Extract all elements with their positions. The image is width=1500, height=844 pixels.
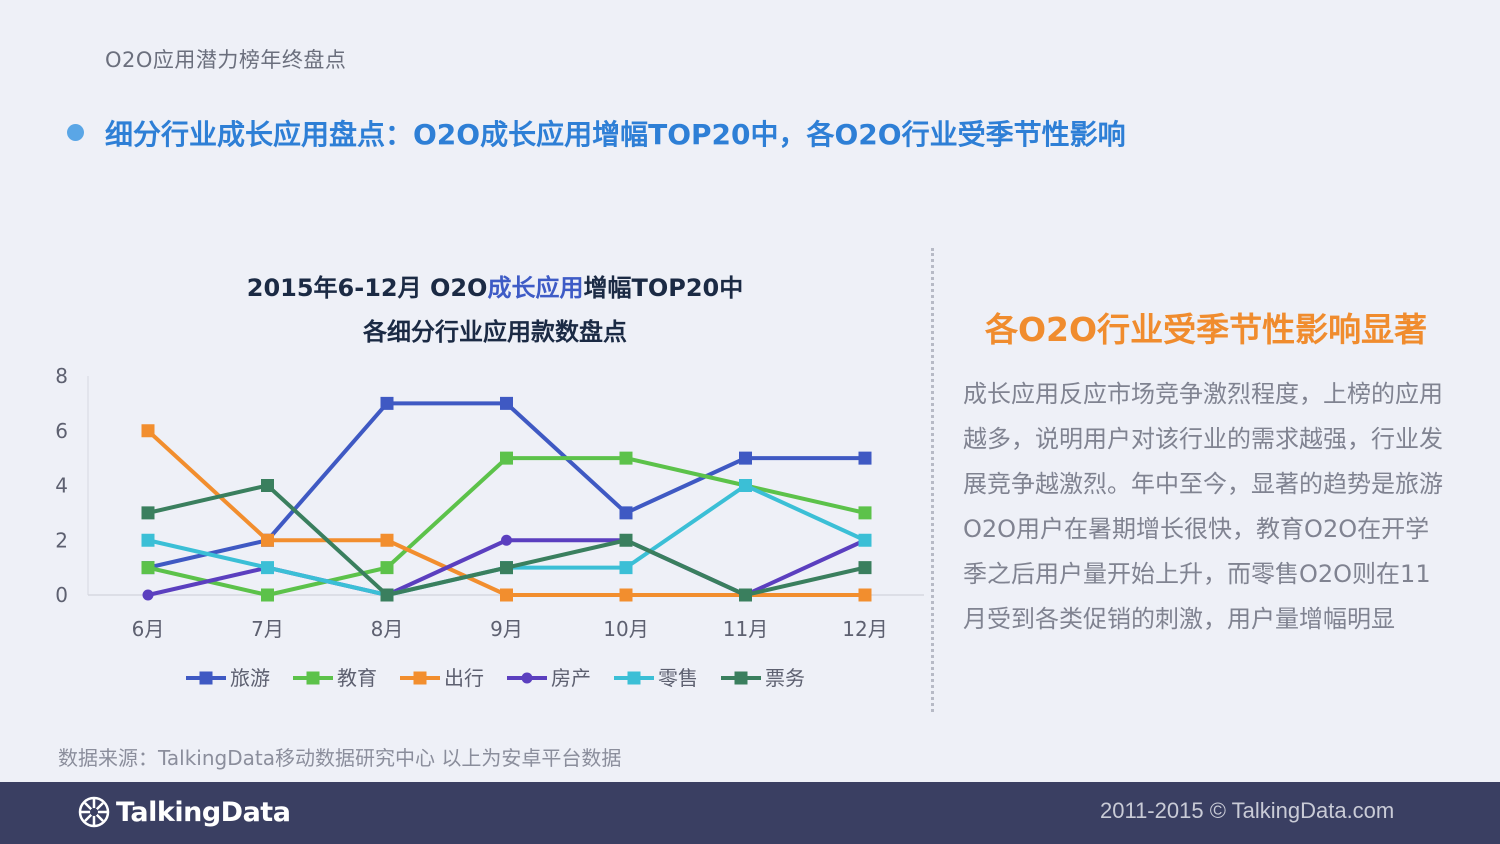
- logo-icon: [78, 796, 110, 828]
- legend-marker: [306, 671, 320, 685]
- data-point: [500, 451, 513, 465]
- legend-marker: [199, 671, 213, 685]
- data-point: [500, 588, 513, 602]
- chart-title-highlight: 成长应用: [487, 274, 584, 302]
- x-tick-label: 12月: [842, 617, 887, 641]
- data-point: [380, 588, 394, 602]
- data-point: [380, 561, 394, 575]
- data-point: [858, 561, 872, 575]
- data-point: [261, 561, 274, 575]
- side-title: 各O2O行业受季节性影响显著: [985, 310, 1428, 349]
- data-point: [261, 533, 274, 547]
- data-point: [858, 506, 872, 520]
- legend-marker: [413, 671, 427, 685]
- y-tick-label: 4: [55, 474, 68, 498]
- page-section-header: O2O应用潜力榜年终盘点: [105, 48, 347, 72]
- legend-marker: [521, 672, 533, 684]
- data-source-note: 数据来源：TalkingData移动数据研究中心 以上为安卓平台数据: [58, 746, 622, 770]
- data-point: [500, 396, 513, 410]
- data-point: [739, 451, 752, 465]
- legend-label: 零售: [658, 666, 698, 690]
- data-point: [739, 588, 752, 602]
- legend-label: 教育: [337, 666, 377, 690]
- copyright-text: 2011-2015 © TalkingData.com: [1100, 798, 1395, 823]
- legend-label: 出行: [444, 666, 484, 690]
- series-line: [147, 456, 866, 597]
- chart-title-line1: 2015年6-12月 O2O成长应用增幅TOP20中: [200, 268, 790, 303]
- legend-label: 房产: [551, 666, 591, 690]
- data-point: [261, 588, 274, 602]
- data-point: [858, 451, 872, 465]
- data-point: [501, 534, 512, 546]
- data-point: [619, 588, 633, 602]
- data-point: [619, 561, 633, 575]
- legend-label: 票务: [765, 666, 805, 690]
- page-title: 细分行业成长应用盘点：O2O成长应用增幅TOP20中，各O2O行业受季节性影响: [105, 118, 1126, 151]
- x-tick-label: 9月: [490, 617, 523, 641]
- chart-title-suffix: 增幅TOP20中: [583, 274, 744, 302]
- data-point: [619, 506, 633, 520]
- data-point: [141, 561, 155, 575]
- data-point: [619, 533, 633, 547]
- y-tick-label: 8: [55, 364, 68, 388]
- data-point: [142, 589, 154, 601]
- data-point: [380, 533, 394, 547]
- data-point: [619, 451, 633, 465]
- legend-label: 旅游: [230, 666, 270, 690]
- y-tick-label: 0: [55, 583, 68, 607]
- chart-title-prefix: 2015年6-12月 O2O: [246, 274, 488, 302]
- x-tick-label: 11月: [723, 617, 768, 641]
- y-tick-label: 6: [55, 419, 68, 443]
- data-point: [858, 588, 872, 602]
- legend-marker: [734, 671, 748, 685]
- data-point: [261, 479, 274, 492]
- legend-marker: [627, 671, 641, 685]
- chart-title-line2: 各细分行业应用款数盘点: [363, 318, 627, 346]
- x-tick-label: 6月: [132, 617, 165, 641]
- x-tick-label: 7月: [251, 617, 284, 641]
- x-tick-label: 10月: [603, 617, 648, 641]
- title-bullet: [67, 124, 84, 141]
- talkingdata-logo: TalkingData: [78, 792, 291, 832]
- x-tick-label: 8月: [371, 617, 404, 641]
- vertical-divider: [931, 248, 934, 712]
- data-point: [739, 479, 752, 492]
- logo-text: TalkingData: [116, 796, 291, 828]
- data-point: [858, 533, 872, 547]
- data-point: [141, 533, 155, 547]
- data-point: [141, 424, 155, 438]
- side-body-text: 成长应用反应市场竞争激烈程度，上榜的应用越多，说明用户对该行业的需求越强，行业发…: [963, 380, 1443, 633]
- data-point: [500, 561, 513, 575]
- data-point: [380, 396, 394, 410]
- y-tick-label: 2: [55, 528, 68, 552]
- footer-bar: [0, 782, 1500, 844]
- data-point: [141, 506, 155, 520]
